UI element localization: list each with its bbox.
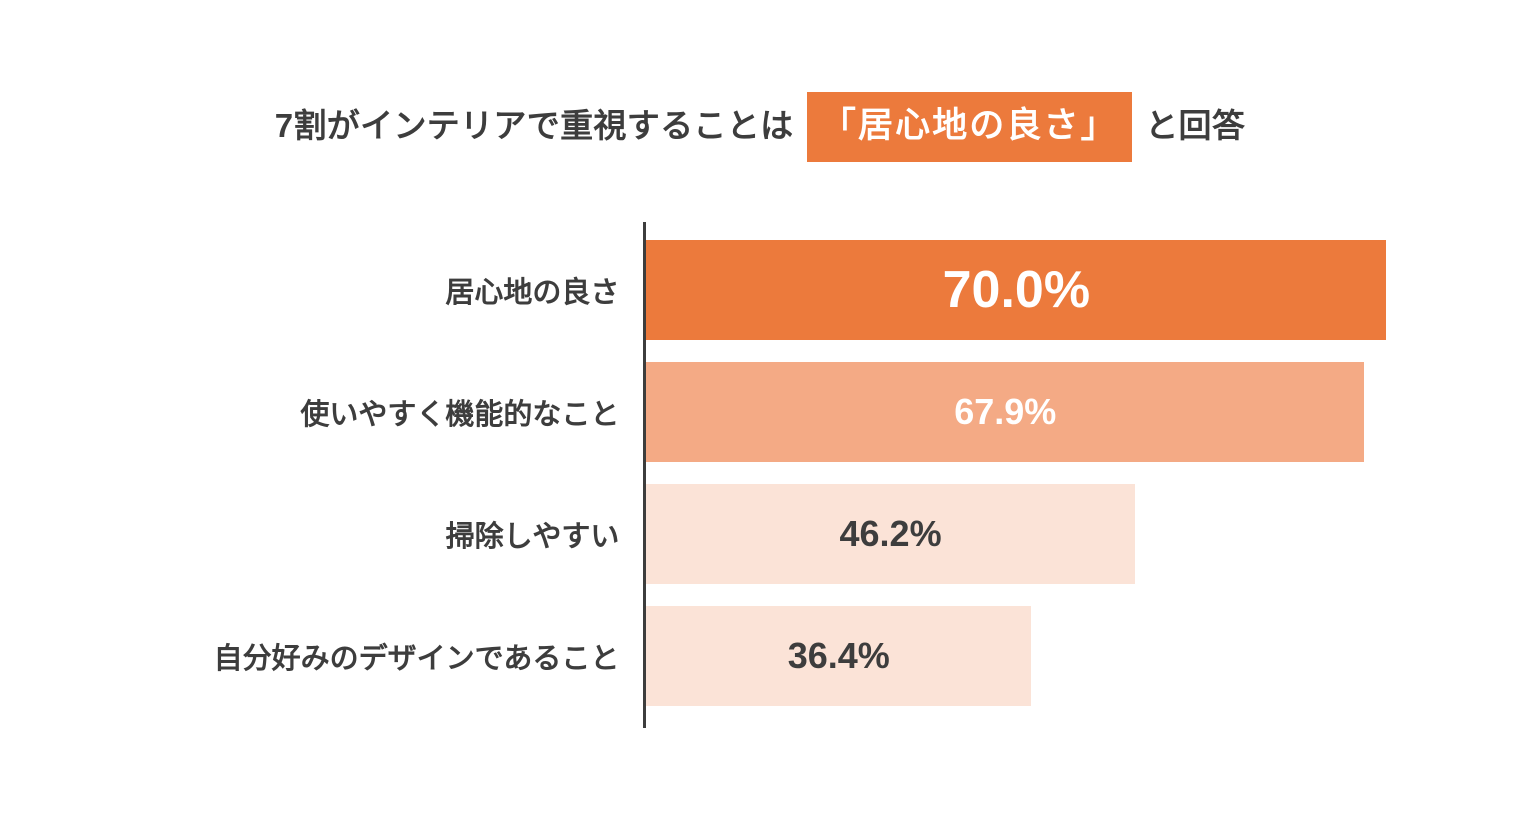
bar-slot: 36.4% — [646, 606, 1386, 706]
headline-highlight: 「居心地の良さ」 — [807, 92, 1132, 162]
bar-label: 掃除しやすい — [446, 484, 620, 584]
bar-slot: 70.0% — [646, 240, 1386, 340]
headline-tail: と回答 — [1145, 107, 1245, 144]
bar-slot: 46.2% — [646, 484, 1386, 584]
bar: 36.4% — [646, 606, 1031, 706]
bar-chart-labels: 居心地の良さ使いやすく機能的なこと掃除しやすい自分好みのデザインであること — [214, 222, 644, 728]
bar-chart-bars: 70.0% 67.9% 46.2% 36.4% — [643, 222, 1386, 728]
bar-label: 自分好みのデザインであること — [214, 606, 620, 706]
headline-lead: 7割がインテリアで重視することは — [275, 107, 794, 144]
bar: 67.9% — [646, 362, 1364, 462]
infographic: 7割がインテリアで重視することは 「居心地の良さ」 と回答 居心地の良さ使いやす… — [0, 52, 1520, 768]
bar-value: 67.9% — [954, 391, 1056, 433]
bar-value: 70.0% — [943, 260, 1090, 320]
headline: 7割がインテリアで重視することは 「居心地の良さ」 と回答 — [60, 92, 1460, 162]
bar-value: 36.4% — [788, 635, 890, 677]
bar-value: 46.2% — [840, 513, 942, 555]
bar-slot: 67.9% — [646, 362, 1386, 462]
bar-chart: 居心地の良さ使いやすく機能的なこと掃除しやすい自分好みのデザインであること 70… — [60, 222, 1460, 728]
bar-label: 居心地の良さ — [445, 240, 619, 340]
bar: 46.2% — [646, 484, 1134, 584]
bar: 70.0% — [646, 240, 1386, 340]
bar-label: 使いやすく機能的なこと — [300, 362, 619, 462]
